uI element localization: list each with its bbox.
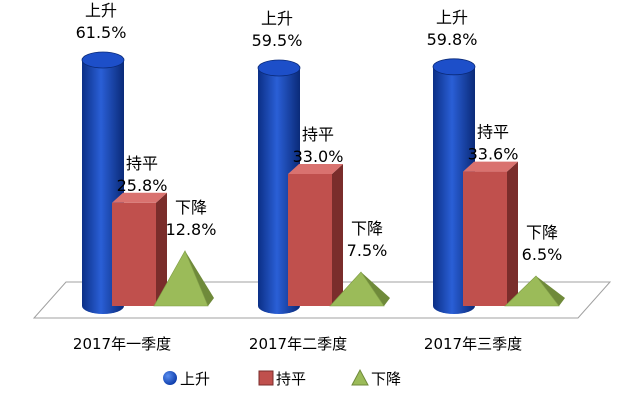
legend-marker-上升	[163, 371, 177, 385]
legend-marker-下降	[351, 368, 369, 386]
legend-label-下降: 下降	[371, 370, 401, 388]
label-name-上升-3: 上升	[436, 8, 468, 27]
category-label-1: 2017年一季度	[73, 335, 171, 353]
legend-marker-持平	[258, 370, 274, 386]
label-value-上升-3: 59.8%	[427, 30, 478, 49]
legend-label-持平: 持平	[276, 370, 306, 388]
label-name-持平-2: 持平	[302, 125, 334, 144]
category-label-3: 2017年三季度	[424, 335, 522, 353]
bar-持平-2	[288, 164, 343, 306]
label-value-上升-1: 61.5%	[76, 23, 127, 42]
label-name-下降-3: 下降	[526, 223, 558, 242]
bar-下降-1	[153, 250, 214, 307]
bar-持平-1	[112, 192, 167, 306]
category-label-2: 2017年二季度	[249, 335, 347, 353]
label-name-下降-2: 下降	[351, 219, 383, 238]
label-name-上升-2: 上升	[261, 9, 293, 28]
label-name-持平-3: 持平	[477, 123, 509, 142]
label-value-持平-2: 33.0%	[293, 147, 344, 166]
bar-下降-2	[329, 271, 390, 307]
bar-持平-3	[463, 161, 518, 306]
legend-label-上升: 上升	[180, 370, 210, 388]
label-value-上升-2: 59.5%	[252, 31, 303, 50]
label-value-持平-1: 25.8%	[117, 176, 168, 195]
bar-下降-3	[504, 275, 565, 307]
label-value-下降-3: 6.5%	[522, 245, 563, 264]
label-value-下降-2: 7.5%	[347, 241, 388, 260]
label-value-持平-3: 33.6%	[468, 145, 519, 164]
label-name-上升-1: 上升	[85, 1, 117, 20]
label-name-持平-1: 持平	[126, 154, 158, 173]
label-name-下降-1: 下降	[175, 198, 207, 217]
label-value-下降-1: 12.8%	[166, 220, 217, 239]
